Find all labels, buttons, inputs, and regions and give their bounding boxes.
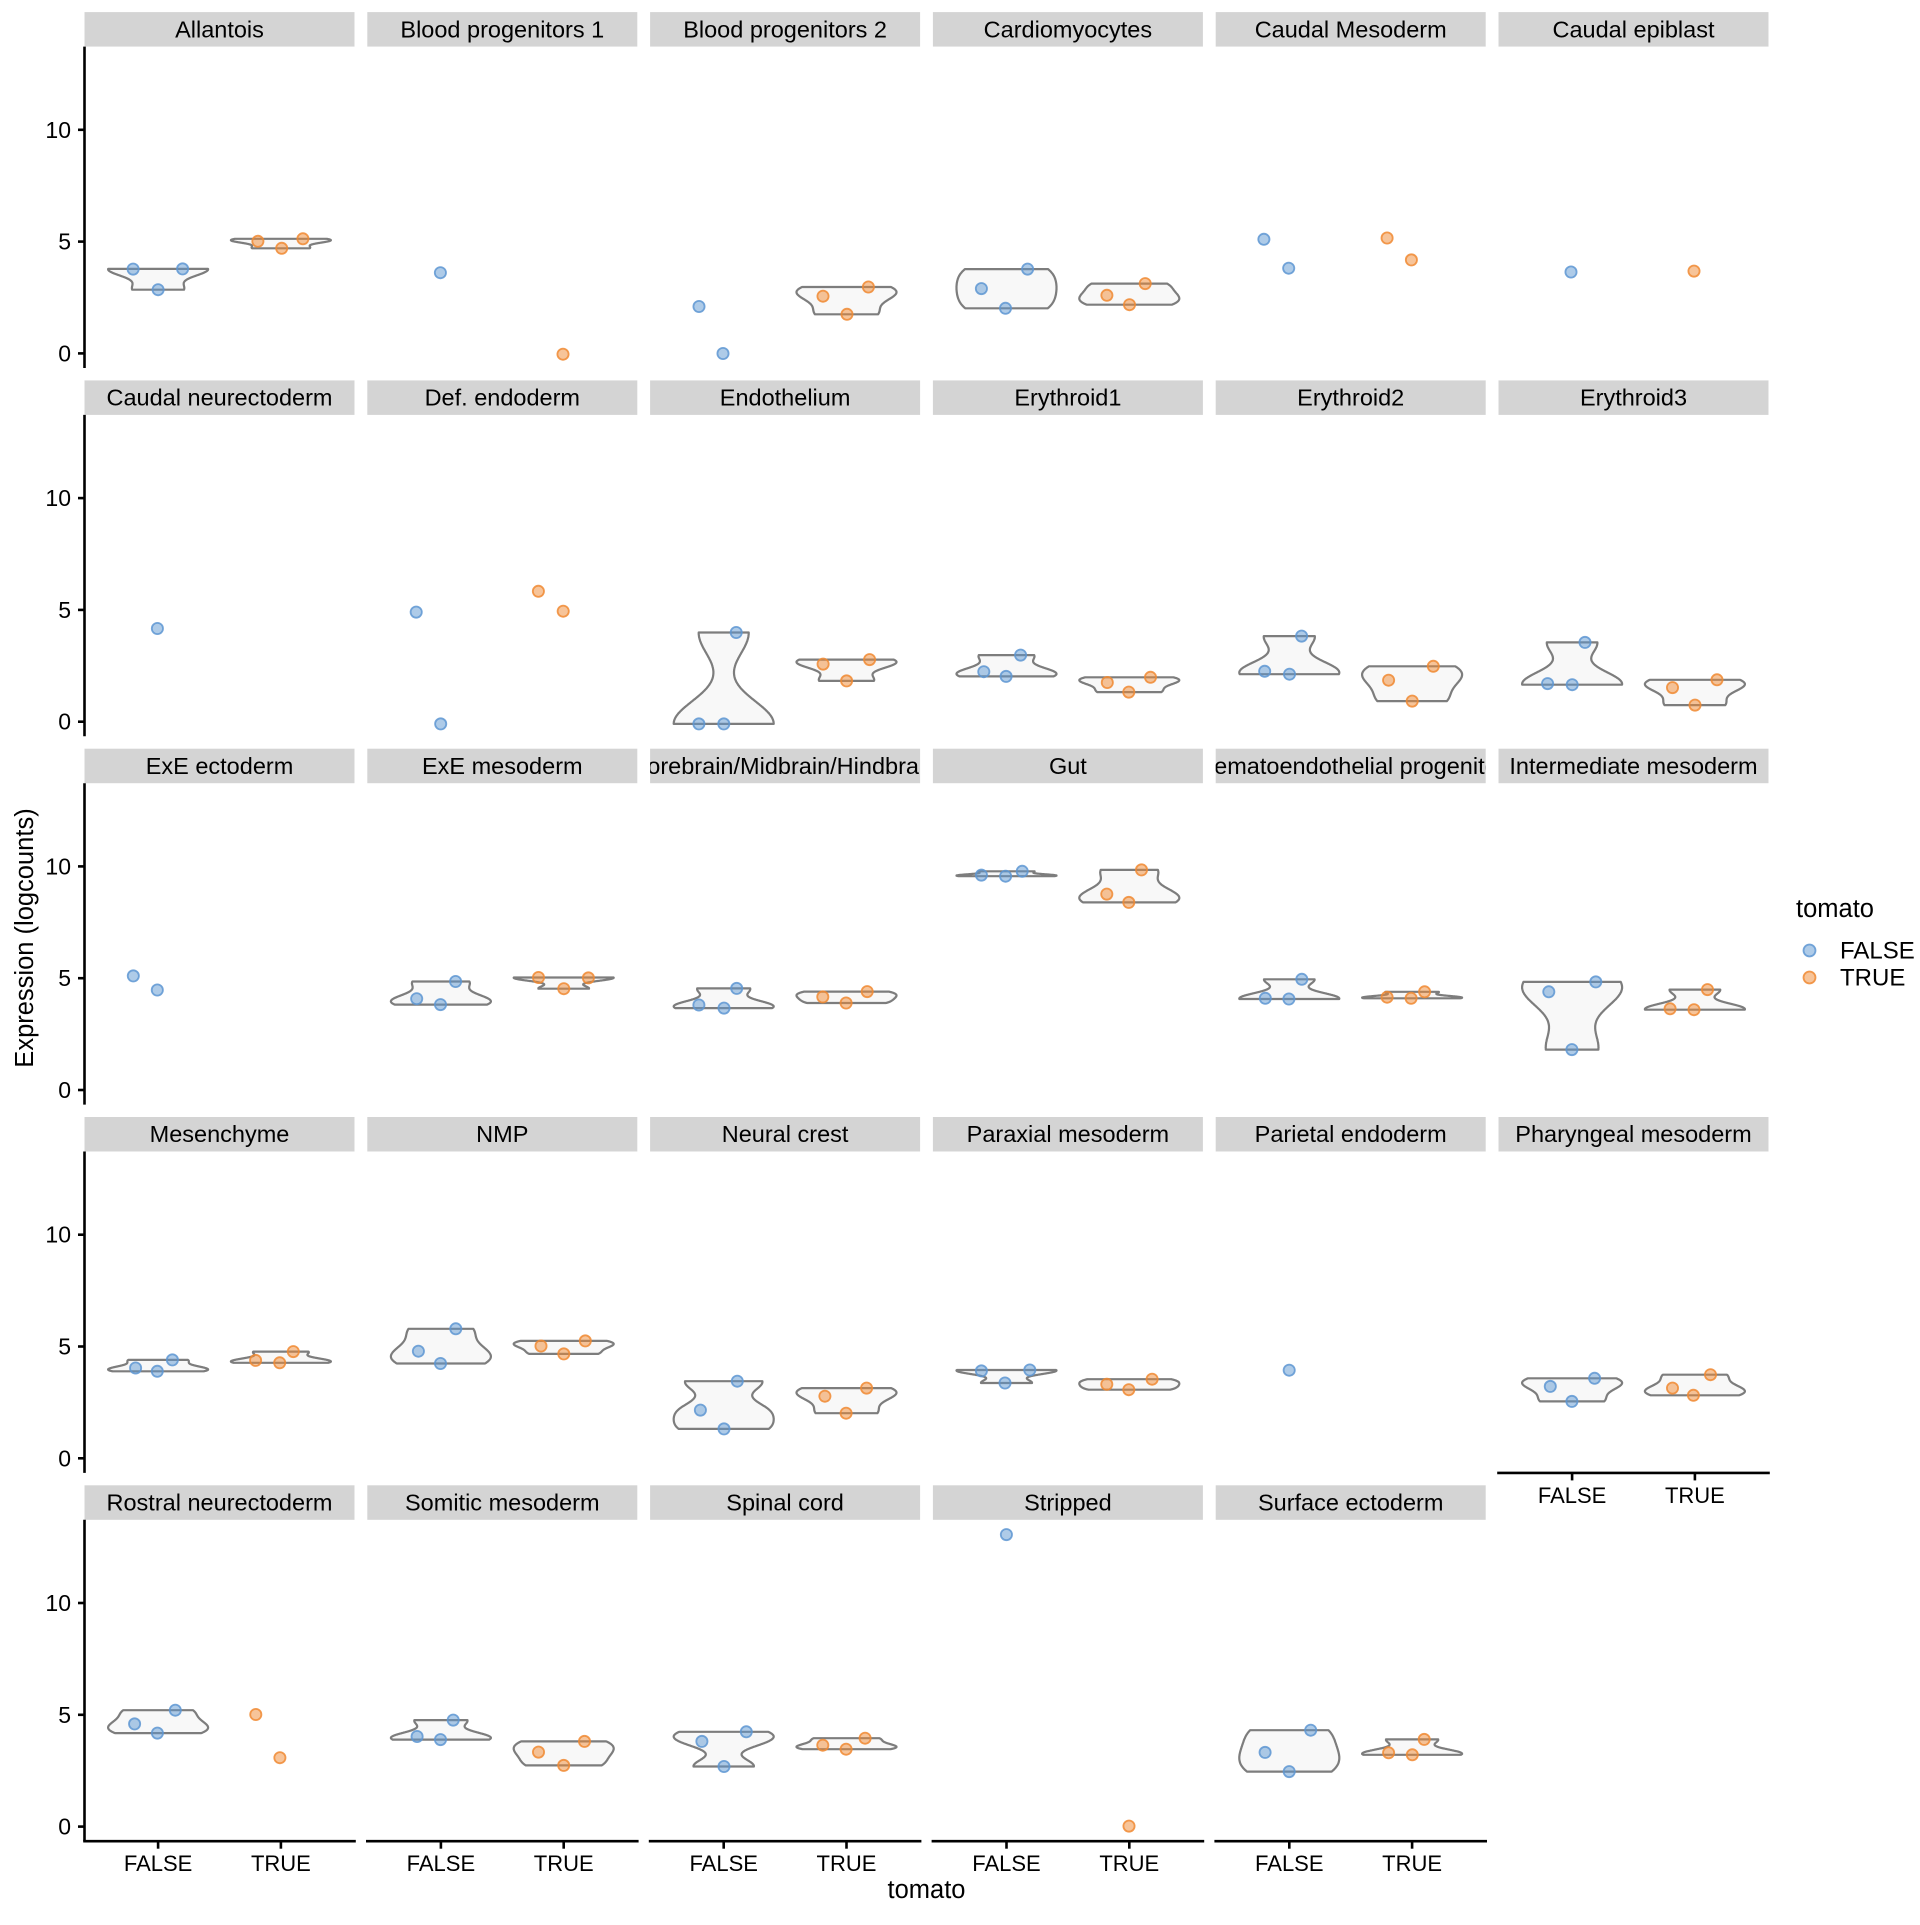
svg-text:NMP: NMP xyxy=(476,1121,528,1147)
svg-text:Blood progenitors 2: Blood progenitors 2 xyxy=(683,16,887,42)
svg-text:Erythroid1: Erythroid1 xyxy=(1014,385,1121,411)
svg-text:10: 10 xyxy=(45,853,71,879)
svg-text:Expression (logcounts): Expression (logcounts) xyxy=(11,808,39,1067)
svg-text:FALSE: FALSE xyxy=(407,1851,475,1876)
svg-text:FALSE: FALSE xyxy=(972,1851,1040,1876)
svg-text:5: 5 xyxy=(58,229,71,255)
svg-text:Somitic mesoderm: Somitic mesoderm xyxy=(405,1490,600,1516)
svg-text:FALSE: FALSE xyxy=(1538,1483,1606,1508)
svg-text:FALSE: FALSE xyxy=(1840,938,1915,965)
svg-text:Stripped: Stripped xyxy=(1024,1490,1112,1516)
svg-text:TRUE: TRUE xyxy=(1840,965,1905,992)
svg-text:Erythroid3: Erythroid3 xyxy=(1580,385,1687,411)
svg-text:Pharyngeal mesoderm: Pharyngeal mesoderm xyxy=(1515,1121,1751,1147)
svg-text:Spinal cord: Spinal cord xyxy=(726,1490,844,1516)
svg-text:Forebrain/Midbrain/Hindbrain: Forebrain/Midbrain/Hindbrain xyxy=(633,753,937,779)
svg-text:TRUE: TRUE xyxy=(534,1851,594,1876)
svg-text:FALSE: FALSE xyxy=(124,1851,192,1876)
svg-text:Mesenchyme: Mesenchyme xyxy=(150,1121,290,1147)
svg-text:FALSE: FALSE xyxy=(1255,1851,1323,1876)
svg-text:5: 5 xyxy=(58,597,71,623)
svg-text:Caudal epiblast: Caudal epiblast xyxy=(1553,16,1715,42)
svg-text:5: 5 xyxy=(58,1702,71,1728)
svg-text:Haematoendothelial progenitors: Haematoendothelial progenitors xyxy=(1184,753,1517,779)
svg-text:Intermediate mesoderm: Intermediate mesoderm xyxy=(1509,753,1757,779)
svg-text:Caudal Mesoderm: Caudal Mesoderm xyxy=(1255,16,1447,42)
svg-text:10: 10 xyxy=(45,117,71,143)
svg-text:TRUE: TRUE xyxy=(1099,1851,1159,1876)
svg-text:5: 5 xyxy=(58,965,71,991)
svg-text:ExE mesoderm: ExE mesoderm xyxy=(422,753,583,779)
svg-text:Parietal endoderm: Parietal endoderm xyxy=(1255,1121,1447,1147)
svg-text:10: 10 xyxy=(45,1222,71,1248)
svg-text:Caudal neurectoderm: Caudal neurectoderm xyxy=(107,385,333,411)
svg-text:Rostral neurectoderm: Rostral neurectoderm xyxy=(107,1490,333,1516)
svg-text:TRUE: TRUE xyxy=(1665,1483,1725,1508)
svg-text:0: 0 xyxy=(58,1077,71,1103)
svg-text:0: 0 xyxy=(58,1445,71,1471)
svg-text:Paraxial mesoderm: Paraxial mesoderm xyxy=(967,1121,1169,1147)
svg-text:Neural crest: Neural crest xyxy=(722,1121,849,1147)
svg-text:10: 10 xyxy=(45,1590,71,1616)
svg-text:Gut: Gut xyxy=(1049,753,1087,779)
svg-text:5: 5 xyxy=(58,1334,71,1360)
svg-text:0: 0 xyxy=(58,1814,71,1840)
svg-text:tomato: tomato xyxy=(1796,895,1874,923)
svg-text:FALSE: FALSE xyxy=(689,1851,757,1876)
svg-text:Cardiomyocytes: Cardiomyocytes xyxy=(984,16,1152,42)
svg-text:tomato: tomato xyxy=(888,1876,966,1904)
svg-text:0: 0 xyxy=(58,709,71,735)
svg-text:10: 10 xyxy=(45,485,71,511)
svg-text:0: 0 xyxy=(58,340,71,366)
svg-text:Erythroid2: Erythroid2 xyxy=(1297,385,1404,411)
svg-text:TRUE: TRUE xyxy=(251,1851,311,1876)
svg-text:Allantois: Allantois xyxy=(175,16,264,42)
svg-text:TRUE: TRUE xyxy=(817,1851,877,1876)
svg-text:Endothelium: Endothelium xyxy=(720,385,851,411)
svg-text:Blood progenitors 1: Blood progenitors 1 xyxy=(400,16,604,42)
svg-text:ExE ectoderm: ExE ectoderm xyxy=(146,753,294,779)
svg-text:TRUE: TRUE xyxy=(1382,1851,1442,1876)
svg-text:Def. endoderm: Def. endoderm xyxy=(425,385,580,411)
svg-text:Surface ectoderm: Surface ectoderm xyxy=(1258,1490,1443,1516)
